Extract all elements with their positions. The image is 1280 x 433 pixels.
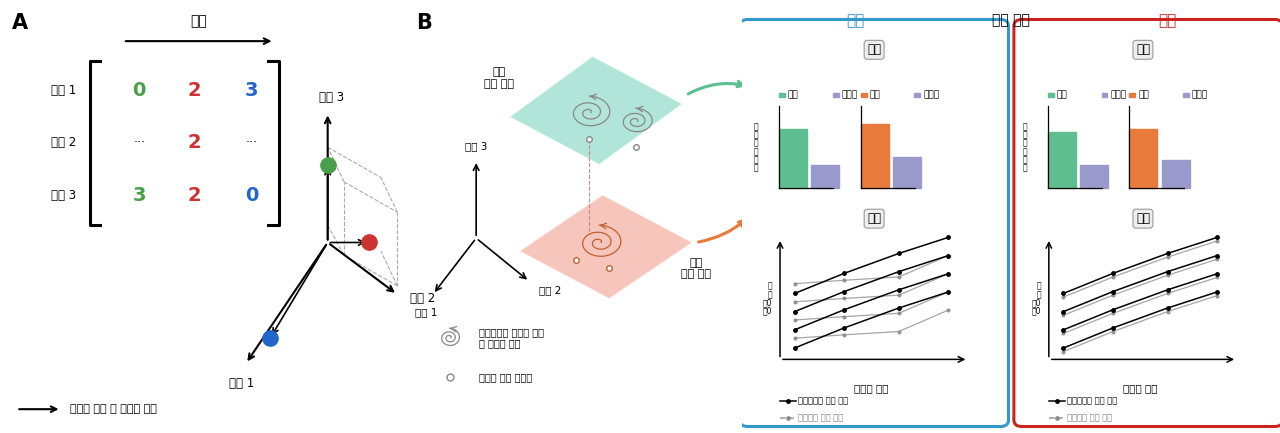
Bar xyxy=(860,124,888,188)
Text: 자극
하위 공간: 자극 하위 공간 xyxy=(681,258,710,279)
Text: 복셀 3: 복셀 3 xyxy=(465,142,488,152)
Text: 시간: 시간 xyxy=(191,14,207,28)
Text: 재구성된 통증 보고: 재구성된 통증 보고 xyxy=(1068,414,1112,422)
Text: 복셀 3: 복셀 3 xyxy=(51,189,76,202)
Bar xyxy=(1048,93,1053,97)
Text: 하나의 시간 포인트: 하나의 시간 포인트 xyxy=(480,372,532,382)
Text: 더
퍼
킥0
뻐0: 더 퍼 킥0 뻐0 xyxy=(1032,282,1041,316)
Text: 2: 2 xyxy=(188,133,201,152)
Bar xyxy=(860,93,867,97)
Text: 피험자들의 통증 보고: 피험자들의 통증 보고 xyxy=(799,396,849,405)
Text: 기대: 기대 xyxy=(787,90,799,99)
Bar xyxy=(780,93,785,97)
Text: 복셀 2: 복셀 2 xyxy=(50,136,76,149)
Text: 3: 3 xyxy=(133,186,146,205)
Text: 통합: 통합 xyxy=(867,212,881,225)
Text: 통합: 통합 xyxy=(1135,212,1149,225)
Text: 피험자들의 통증 보고: 피험자들의 통증 보고 xyxy=(1068,396,1117,405)
Text: A: A xyxy=(13,13,28,33)
Text: 네트워크내 시간에 따른
뇌 활성화 정도: 네트워크내 시간에 따른 뇌 활성화 정도 xyxy=(480,327,544,349)
FancyBboxPatch shape xyxy=(1014,19,1280,427)
FancyBboxPatch shape xyxy=(740,19,1009,427)
Polygon shape xyxy=(509,56,682,165)
Text: 자극: 자극 xyxy=(1138,90,1149,99)
Bar xyxy=(1129,129,1157,188)
Text: 기대
하위 공간: 기대 하위 공간 xyxy=(484,67,515,89)
Text: ···: ··· xyxy=(133,136,145,149)
Text: 복셀 1: 복셀 1 xyxy=(229,377,255,390)
Text: 복셀 2: 복셀 2 xyxy=(410,292,435,305)
Bar xyxy=(914,93,920,97)
Text: 대조군: 대조군 xyxy=(1110,90,1126,99)
Text: 자극의 세기: 자극의 세기 xyxy=(1123,383,1157,393)
Text: 높음: 높음 xyxy=(1158,13,1176,28)
Bar xyxy=(1183,93,1189,97)
Text: 보존: 보존 xyxy=(867,43,881,56)
Bar xyxy=(1048,132,1075,188)
Bar xyxy=(1080,165,1108,188)
Text: 복셀 1: 복셀 1 xyxy=(50,84,76,97)
Bar xyxy=(1162,159,1189,188)
Text: 복셀 3: 복셀 3 xyxy=(319,91,344,104)
Polygon shape xyxy=(520,195,692,299)
Text: 내
공
정
보
보
존: 내 공 정 보 보 존 xyxy=(1023,122,1028,172)
Text: 더
퍼
킥0
뻐0: 더 퍼 킥0 뻐0 xyxy=(763,282,772,316)
Text: 대조군: 대조군 xyxy=(841,90,858,99)
Text: 기대: 기대 xyxy=(1056,90,1068,99)
Bar xyxy=(1129,93,1135,97)
Text: 2: 2 xyxy=(188,186,201,205)
Bar xyxy=(833,93,838,97)
Text: 복셀 2: 복셀 2 xyxy=(539,285,562,295)
Text: 자극: 자극 xyxy=(869,90,881,99)
Text: 2: 2 xyxy=(188,81,201,100)
Bar xyxy=(1102,93,1107,97)
Bar xyxy=(893,157,920,188)
Text: 자극의 세기: 자극의 세기 xyxy=(854,383,888,393)
Text: 복셀 1: 복셀 1 xyxy=(415,307,438,317)
Text: 대조군: 대조군 xyxy=(923,90,940,99)
Text: B: B xyxy=(416,13,433,33)
Text: ···: ··· xyxy=(246,136,257,149)
Bar xyxy=(812,165,840,188)
Text: 대조군: 대조군 xyxy=(1192,90,1208,99)
Text: 3: 3 xyxy=(246,81,259,100)
Text: 0: 0 xyxy=(133,81,146,100)
Text: 피질 계층: 피질 계층 xyxy=(992,13,1030,27)
Text: 보존: 보존 xyxy=(1135,43,1149,56)
Text: 내
공
정
보
보
존: 내 공 정 보 보 존 xyxy=(754,122,759,172)
Text: 0: 0 xyxy=(246,186,259,205)
Text: 시간에 따른 뇌 활성화 정도: 시간에 따른 뇌 활성화 정도 xyxy=(69,404,156,414)
Bar xyxy=(780,129,806,188)
Text: 낙음: 낙음 xyxy=(846,13,864,28)
Text: 재구성된 통증 보고: 재구성된 통증 보고 xyxy=(799,414,844,422)
